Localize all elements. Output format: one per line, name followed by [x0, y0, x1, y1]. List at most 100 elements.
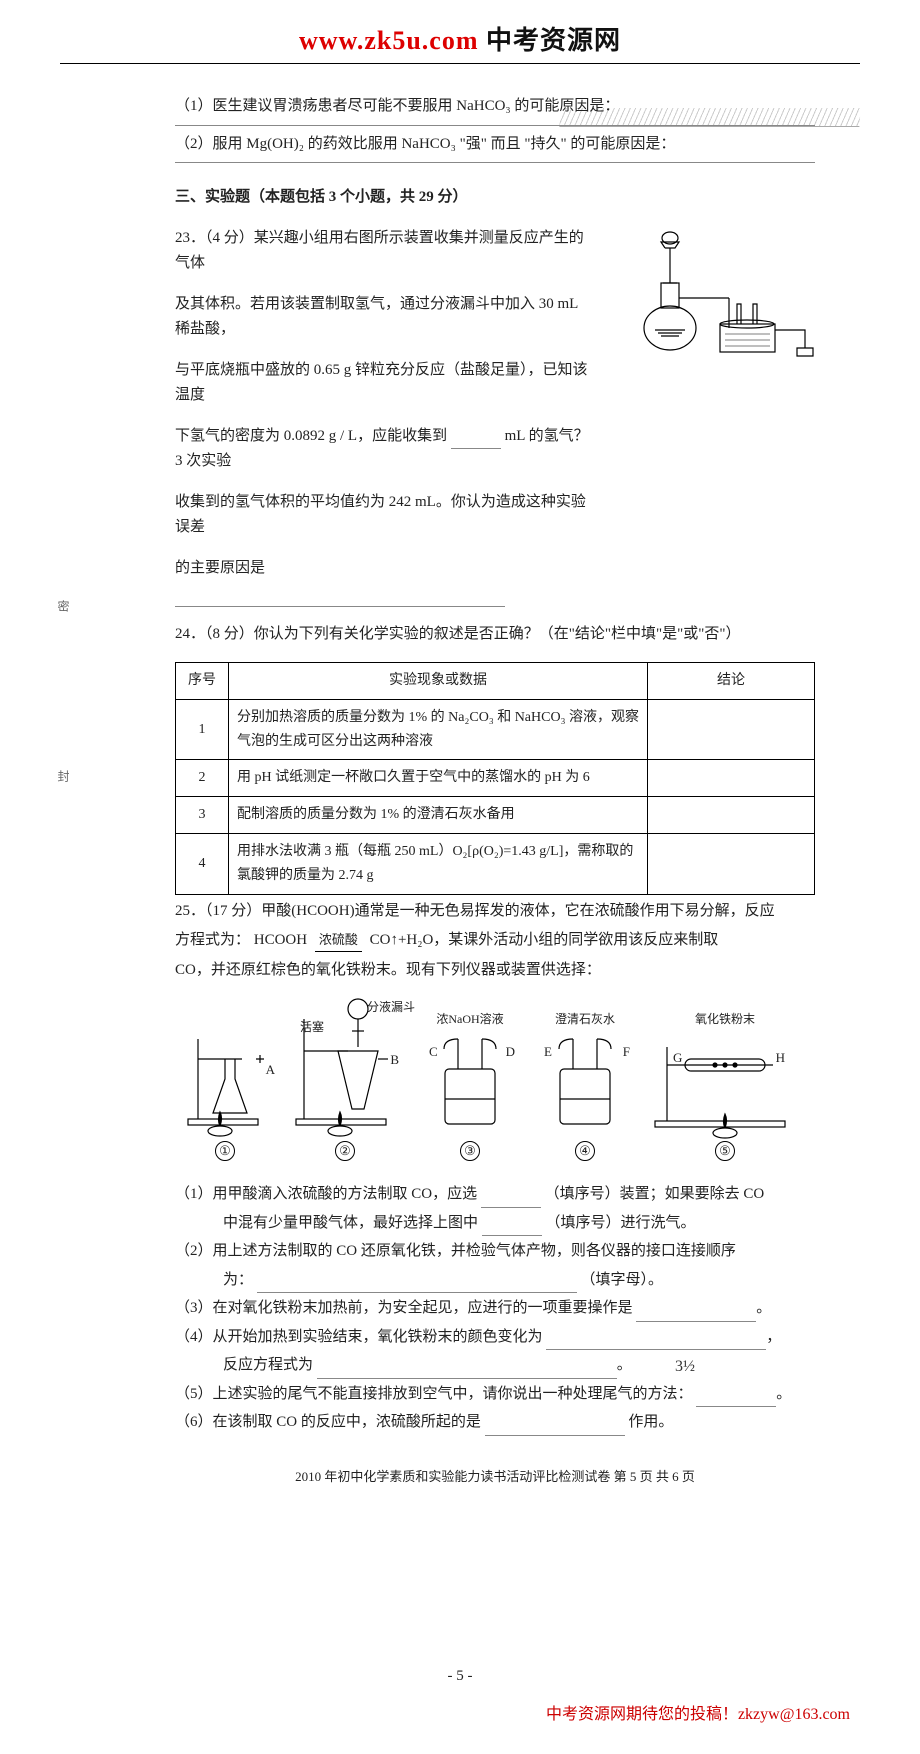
port-F: F: [623, 1041, 630, 1063]
label-stopper: 活塞: [300, 1020, 324, 1034]
blank: [546, 1333, 766, 1351]
cell-seq: 3: [176, 797, 229, 834]
page-body: （1）医生建议胃溃疡患者尽可能不要服用 NaHCO₃ 的可能原因是： （2）服用…: [175, 94, 815, 1488]
page-number: - 5 -: [0, 1668, 920, 1685]
device-1: A ①: [175, 1019, 275, 1162]
q25-lead1: 25．（17 分）甲酸(HCOOH)通常是一种无色易挥发的液体，它在浓硫酸作用下…: [175, 899, 815, 925]
t: （5）上述实验的尾气不能直接排放到空气中，请你说出一种处理尾气的方法：: [175, 1386, 693, 1402]
header-cn: 中考资源网: [486, 26, 621, 55]
t: 为：: [223, 1272, 253, 1288]
q25-lead3: CO，并还原红棕色的氧化铁粉末。现有下列仪器或装置供选择：: [175, 958, 815, 984]
question-23: 23．（4 分）某兴趣小组用右图所示装置收集并测量反应产生的气体 及其体积。若用…: [175, 226, 815, 607]
q25-lead2: 方程式为： HCOOH 浓硫酸 CO↑+H₂O，某课外活动小组的同学欲用该反应来…: [175, 928, 815, 954]
q25-subitems: （1）用甲酸滴入浓硫酸的方法制取 CO，应选 （填序号）装置；如果要除去 CO …: [175, 1182, 815, 1436]
exam-footer: 2010 年初中化学素质和实验能力读书活动评比检测试卷 第 5 页 共 6 页: [175, 1466, 815, 1488]
q24-table: 序号 实验现象或数据 结论 1 分别加热溶质的质量分数为 1% 的 Na₂CO₃…: [175, 662, 815, 895]
q25-i3: （3）在对氧化铁粉末加热前，为安全起见，应进行的一项重要操作是 。: [175, 1296, 815, 1322]
blank: [696, 1390, 776, 1408]
q25-i1c: 中混有少量甲酸气体，最好选择上图中 （填序号）进行洗气。: [175, 1211, 815, 1237]
cell-desc: 配制溶质的质量分数为 1% 的澄清石灰水备用: [229, 797, 648, 834]
t: （1）用甲酸滴入浓硫酸的方法制取 CO，应选: [175, 1186, 477, 1202]
blank: [482, 1219, 542, 1237]
reagent-label: 浓硫酸: [315, 929, 362, 952]
device-num-4: ④: [575, 1141, 595, 1161]
cell-conc: [648, 699, 815, 760]
q25-i5: （5）上述实验的尾气不能直接排放到空气中，请你说出一种处理尾气的方法： 。: [175, 1382, 815, 1408]
section-3-title: 三、实验题（本题包括 3 个小题，共 29 分）: [175, 185, 815, 211]
t: （填序号）装置；如果要除去 CO: [545, 1186, 765, 1202]
cell-desc: 分别加热溶质的质量分数为 1% 的 Na₂CO₃ 和 NaHCO₃ 溶液，观察气…: [229, 699, 648, 760]
label-funnel: 分液漏斗: [367, 1000, 415, 1014]
port-D: D: [506, 1041, 515, 1063]
blank-line: [175, 124, 815, 126]
t: （6）在该制取 CO 的反应中，浓硫酸所起的是: [175, 1414, 481, 1430]
blank-line: [175, 161, 815, 163]
device-num-5: ⑤: [715, 1141, 735, 1161]
cell-conc: [648, 760, 815, 797]
col-conc: 结论: [648, 663, 815, 700]
device-3: 浓NaOH溶液 C D ③: [415, 1019, 525, 1162]
port-A: A: [266, 1059, 275, 1081]
label-feo: 氧化铁粉末: [695, 1012, 755, 1026]
port-C: C: [429, 1041, 438, 1063]
q23-p5: 收集到的氢气体积的平均值约为 242 mL。你认为造成这种实验误差: [175, 490, 595, 541]
t: 中混有少量甲酸气体，最好选择上图中: [223, 1215, 478, 1231]
port-G: G: [673, 1047, 682, 1069]
q23-p6-text: 的主要原因是: [175, 560, 265, 576]
q25-lead2-pre: 方程式为： HCOOH: [175, 932, 307, 948]
q1-line2: （2）服用 Mg(OH)₂ 的药效比服用 NaHCO₃ "强" 而且 "持久" …: [175, 132, 815, 158]
q25-i4a: （4）从开始加热到实验结束，氧化铁粉末的颜色变化为 ，: [175, 1325, 815, 1351]
blank: [485, 1418, 625, 1436]
port-H: H: [776, 1047, 785, 1069]
cell-conc: [648, 797, 815, 834]
cell-seq: 1: [176, 699, 229, 760]
site-header: www.zk5u.com 中考资源网: [0, 0, 920, 63]
t: 作用。: [628, 1414, 673, 1430]
device-num-1: ①: [215, 1141, 235, 1161]
device-num-2: ②: [335, 1141, 355, 1161]
apparatus-diagram-q23: [625, 228, 825, 358]
q25-i1: （1）用甲酸滴入浓硫酸的方法制取 CO，应选 （填序号）装置；如果要除去 CO: [175, 1182, 815, 1208]
q25-i2b: 为： （填字母）。: [175, 1268, 815, 1294]
t: 反应方程式为: [223, 1357, 313, 1373]
margin-label-mi: 密: [55, 600, 72, 618]
blank: [257, 1276, 577, 1294]
q23-text: 23．（4 分）某兴趣小组用右图所示装置收集并测量反应产生的气体 及其体积。若用…: [175, 226, 595, 607]
t: （4）从开始加热到实验结束，氧化铁粉末的颜色变化为: [175, 1329, 543, 1345]
q1-line1: （1）医生建议胃溃疡患者尽可能不要服用 NaHCO₃ 的可能原因是：: [175, 94, 815, 120]
blank: [451, 432, 501, 450]
q23-p4: 下氢气的密度为 0.0892 g / L，应能收集到 mL 的氢气？3 次实验: [175, 424, 595, 475]
table-row: 2 用 pH 试纸测定一杯敞口久置于空气中的蒸馏水的 pH 为 6: [176, 760, 815, 797]
col-desc: 实验现象或数据: [229, 663, 648, 700]
cell-conc: [648, 833, 815, 894]
question-25: 25．（17 分）甲酸(HCOOH)通常是一种无色易挥发的液体，它在浓硫酸作用下…: [175, 899, 815, 1436]
header-url: www.zk5u.com: [299, 26, 479, 55]
q23-p6: 的主要原因是: [175, 556, 595, 607]
device-5: 氧化铁粉末 G H: [645, 1019, 805, 1162]
q25-i6: （6）在该制取 CO 的反应中，浓硫酸所起的是 作用。: [175, 1410, 815, 1436]
device-num-3: ③: [460, 1141, 480, 1161]
t: （填序号）进行洗气。: [546, 1215, 696, 1231]
blank: [481, 1190, 541, 1208]
apparatus-row: A ① 分液漏斗 活塞: [175, 989, 815, 1179]
site-footer-note: 中考资源网期待您的投稿！zkzyw@163.com: [0, 1700, 850, 1724]
cell-desc: 用 pH 试纸测定一杯敞口久置于空气中的蒸馏水的 pH 为 6: [229, 760, 648, 797]
q25-i2: （2）用上述方法制取的 CO 还原氧化铁，并检验气体产物，则各仪器的接口连接顺序: [175, 1239, 815, 1265]
q23-p1: 23．（4 分）某兴趣小组用右图所示装置收集并测量反应产生的气体: [175, 226, 595, 277]
blank: [317, 1361, 617, 1379]
blank: [636, 1304, 756, 1322]
port-B: B: [390, 1049, 399, 1071]
port-E: E: [544, 1041, 552, 1063]
table-row: 1 分别加热溶质的质量分数为 1% 的 Na₂CO₃ 和 NaHCO₃ 溶液，观…: [176, 699, 815, 760]
handwriting: 3½: [675, 1353, 695, 1380]
device-4: 澄清石灰水 E F ④: [530, 1019, 640, 1162]
header-rule: [60, 63, 860, 64]
cell-desc: 用排水法收满 3 瓶（每瓶 250 mL）O₂[ρ(O₂)=1.43 g/L]，…: [229, 833, 648, 894]
q24-lead: 24．（8 分）你认为下列有关化学实验的叙述是否正确？（在"结论"栏中填"是"或…: [175, 622, 815, 648]
blank: [175, 589, 505, 607]
t: （填字母）。: [581, 1272, 664, 1288]
q23-p4-pre: 下氢气的密度为 0.0892 g / L，应能收集到: [175, 428, 447, 444]
cell-seq: 2: [176, 760, 229, 797]
t: （2）用上述方法制取的 CO 还原氧化铁，并检验气体产物，则各仪器的接口连接顺序: [175, 1243, 736, 1259]
table-row: 3 配制溶质的质量分数为 1% 的澄清石灰水备用: [176, 797, 815, 834]
